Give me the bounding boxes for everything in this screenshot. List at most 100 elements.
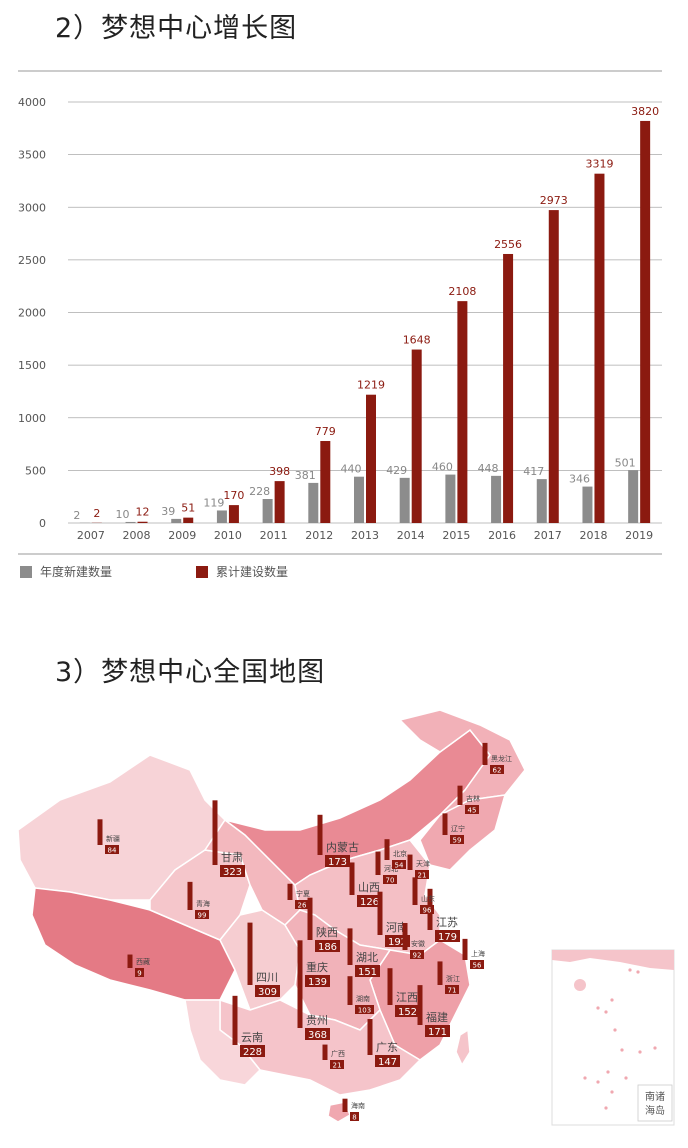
province-value: 171 xyxy=(428,1027,447,1038)
province-bar xyxy=(97,819,103,845)
province-bar xyxy=(297,956,303,1028)
province-name: 黑龙江 xyxy=(491,754,512,763)
province-value: 126 xyxy=(360,897,379,908)
province-name: 宁夏 xyxy=(296,889,310,898)
province-value: 147 xyxy=(378,1057,397,1068)
y-tick-label: 1000 xyxy=(18,412,46,425)
bar-cumulative xyxy=(137,521,148,523)
bar-annual xyxy=(491,475,502,523)
province-value: 96 xyxy=(423,907,432,915)
y-tick-label: 2500 xyxy=(18,254,46,267)
data-label-annual: 228 xyxy=(249,485,270,498)
province-name: 山东 xyxy=(421,894,435,903)
map-section-title: 3）梦想中心全国地图 xyxy=(55,657,326,688)
bar-annual xyxy=(582,486,593,523)
province-bar xyxy=(212,800,218,865)
province-value: 9 xyxy=(137,970,141,978)
province-value-box xyxy=(465,805,479,814)
data-label-annual: 417 xyxy=(523,465,544,478)
south-china-sea-inset: 南诸 海岛 xyxy=(551,949,675,1126)
province-name: 湖北 xyxy=(356,951,378,964)
province-bar xyxy=(412,877,418,905)
province-value: 192 xyxy=(388,937,407,948)
province-value: 70 xyxy=(386,877,395,885)
province-value-box xyxy=(410,950,424,959)
region-taiwan xyxy=(455,1028,471,1067)
province-value: 173 xyxy=(328,857,347,868)
bar-annual xyxy=(216,510,227,523)
x-tick-label: 2014 xyxy=(397,529,425,542)
province-name: 云南 xyxy=(241,1031,263,1044)
province-name: 山西 xyxy=(358,881,380,894)
province-name: 重庆 xyxy=(306,960,328,974)
province-value: 45 xyxy=(468,807,477,815)
province-bar xyxy=(387,968,393,1005)
data-label-annual: 119 xyxy=(203,496,224,509)
province-value-box xyxy=(395,1005,420,1017)
province-value-box xyxy=(450,835,464,844)
province-name: 广西 xyxy=(331,1049,345,1058)
province-value: 152 xyxy=(398,1007,417,1018)
province-value: 309 xyxy=(258,987,277,998)
province-value-box xyxy=(220,865,245,877)
x-tick-label: 2012 xyxy=(305,529,333,542)
province-name: 西藏 xyxy=(136,957,150,966)
province-value: 186 xyxy=(318,942,337,953)
x-tick-label: 2009 xyxy=(168,529,196,542)
x-tick-label: 2008 xyxy=(123,529,151,542)
province-name: 广东 xyxy=(376,1041,398,1054)
bar-annual xyxy=(262,499,273,523)
province-value: 54 xyxy=(395,862,404,870)
province-bar xyxy=(384,839,390,860)
data-label-cumulative: 3820 xyxy=(631,105,659,118)
bar-annual xyxy=(536,479,547,523)
y-tick-label: 2000 xyxy=(18,307,46,320)
bar-cumulative xyxy=(320,441,331,523)
province-name: 福建 xyxy=(426,1010,448,1024)
province-value: 56 xyxy=(473,962,482,970)
data-label-annual: 346 xyxy=(569,473,590,486)
province-bar xyxy=(462,938,468,960)
province-value: 323 xyxy=(223,867,242,878)
legend-label-cumulative: 累计建设数量 xyxy=(216,565,289,579)
data-label-annual: 448 xyxy=(478,462,499,475)
province-value: 21 xyxy=(418,872,427,880)
province-value: 84 xyxy=(108,847,117,855)
data-label-cumulative: 2108 xyxy=(448,285,476,298)
province-value-box xyxy=(355,965,380,977)
x-tick-label: 2015 xyxy=(442,529,470,542)
data-label-cumulative: 2 xyxy=(93,507,100,520)
province-value-box xyxy=(375,1055,400,1067)
legend-swatch-cumulative xyxy=(196,565,208,578)
province-value: 92 xyxy=(413,952,422,960)
y-tick-label: 3000 xyxy=(18,201,46,214)
bar-annual xyxy=(399,477,410,523)
province-value-box xyxy=(355,1005,374,1014)
data-label-annual: 501 xyxy=(615,456,636,469)
data-label-cumulative: 1219 xyxy=(357,379,385,392)
bar-cumulative xyxy=(274,481,285,523)
province-bar xyxy=(407,854,413,870)
data-label-cumulative: 2556 xyxy=(494,238,522,251)
province-bar xyxy=(317,814,323,855)
province-bar xyxy=(377,891,383,935)
province-name: 内蒙古 xyxy=(326,840,359,854)
bar-cumulative xyxy=(366,394,376,523)
x-tick-label: 2011 xyxy=(260,529,288,542)
province-name: 青海 xyxy=(196,899,210,908)
province-value-box xyxy=(330,1060,344,1069)
province-bar xyxy=(307,897,313,940)
data-label-cumulative: 51 xyxy=(181,502,195,515)
province-bar xyxy=(457,785,463,805)
province-bar xyxy=(402,923,408,950)
x-tick-label: 2013 xyxy=(351,529,379,542)
legend-label-annual: 年度新建数量 xyxy=(40,565,113,579)
bar-cumulative xyxy=(640,120,651,523)
province-name: 四川 xyxy=(256,971,278,984)
province-value-box xyxy=(135,968,144,977)
province-name: 安徽 xyxy=(411,939,425,948)
bar-cumulative xyxy=(503,253,514,523)
bar-annual xyxy=(628,470,639,523)
y-tick-label: 4000 xyxy=(18,96,46,109)
province-bar xyxy=(322,1044,328,1060)
